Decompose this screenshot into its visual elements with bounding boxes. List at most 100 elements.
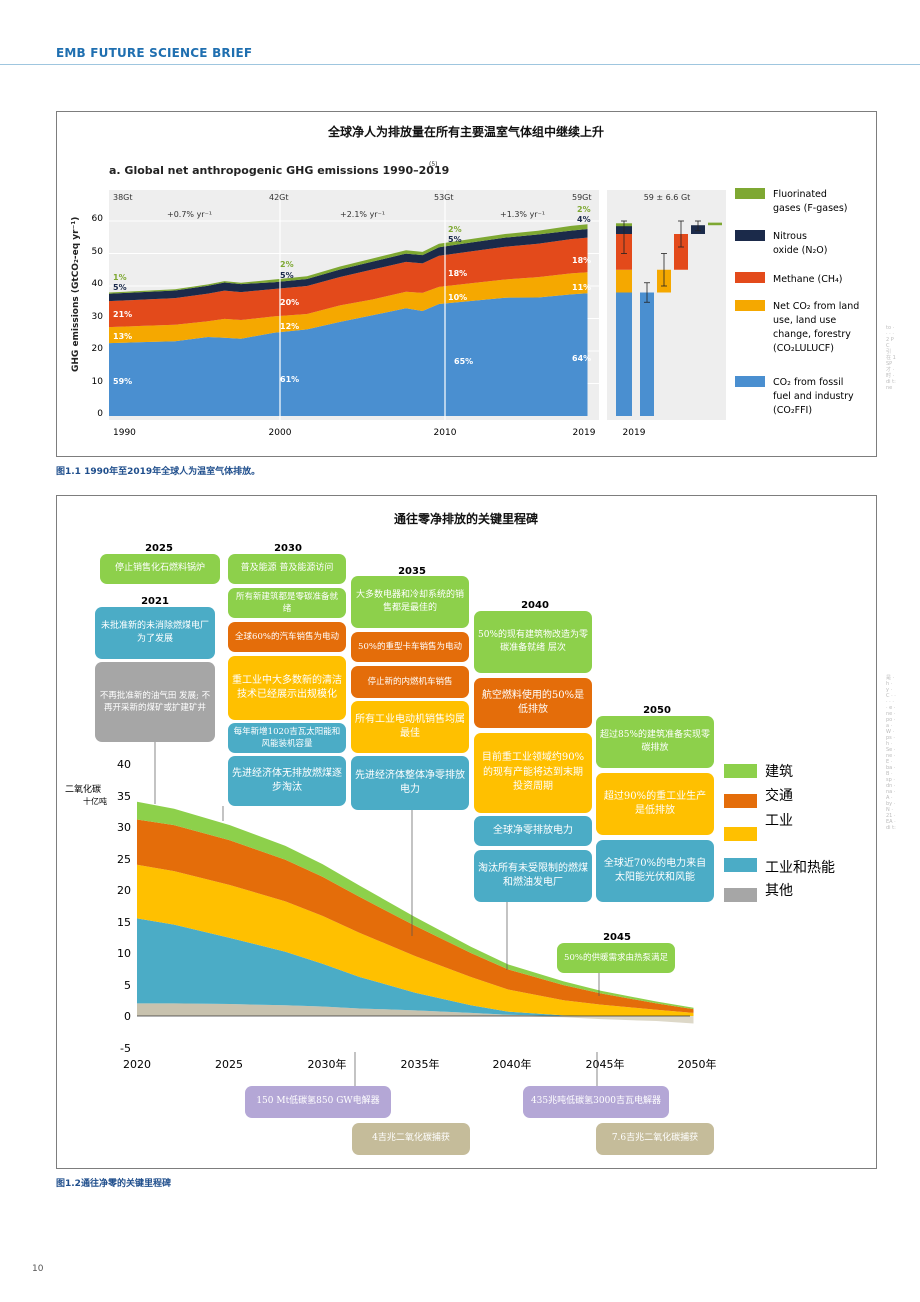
milestone-box-bg — [228, 622, 346, 652]
milestone-box: 普及能源 普及能源访问 — [241, 563, 334, 573]
total-2010: 53Gt — [434, 193, 454, 202]
x-tick-1990: 1990 — [113, 428, 136, 438]
milestone-text: 全球60%的汽车销售为电动 — [235, 631, 339, 642]
figure-1-subtitle-sup: (5) — [429, 161, 438, 168]
figure-2-title: 通往零净排放的关键里程碑 — [394, 511, 538, 526]
milestone-box-bg — [228, 723, 346, 753]
x-tick: 2035年 — [401, 1057, 440, 1071]
milestone-text: 停止销售化石燃料锅炉 — [114, 563, 205, 574]
area-ffi — [109, 293, 588, 416]
milestone-text: 大多数电器和冷却系统的销售都是最佳的 — [355, 589, 464, 613]
milestone-text: 未批准新的未消除燃煤电厂 为了发展 — [100, 620, 209, 644]
area-fg — [109, 224, 588, 294]
page-number: 10 — [32, 1264, 44, 1274]
y-label-line2: 十亿吨 — [83, 796, 107, 806]
milestone-box: 50%的重型卡车销售为电动 — [358, 641, 462, 652]
area-buildings — [137, 801, 694, 1010]
milestone-box: 全球净零排放电力 — [493, 824, 573, 836]
brand-header: EMB FUTURE SCIENCE BRIEF — [56, 46, 253, 60]
figure-1-title: 全球净人为排放量在所有主要温室气体组中继续上升 — [327, 124, 604, 139]
figure-1-legend: Fluorinated gases (F-gases) Nitrous oxide … — [735, 188, 859, 416]
total-1990: 38Gt — [113, 193, 133, 202]
milestone-box: 重工业中大多数新的清洁技术已经展示出规模化 — [232, 674, 342, 701]
milestone-text: 50%的重型卡车销售为电动 — [358, 641, 462, 652]
milestone-text: 全球净零排放电力 — [493, 824, 573, 836]
inset-total: 59 ± 6.6 Gt — [644, 193, 691, 202]
milestone-box: 全球近70%的电力来自太阳能光伏和风能 — [604, 858, 706, 884]
pct-label: 18% — [572, 256, 591, 265]
year-label: 2021 — [141, 596, 169, 607]
x-tick-2000: 2000 — [269, 428, 292, 438]
year-label: 2050 — [643, 705, 671, 716]
stacked-areas — [109, 224, 588, 416]
milestone-box: 目前重工业领域约90%的现有产能将达到末期 投资周期 — [482, 752, 584, 792]
inset-bar-ch4 — [674, 234, 688, 270]
milestone-box-bg — [351, 701, 469, 753]
area-n2o — [109, 229, 588, 302]
milestone-text: 超过85%的建筑准备实现零碳排放 — [600, 729, 710, 753]
inset-bar-ffi — [640, 292, 654, 416]
legend-label: Net CO₂ from land use, land use change, fo… — [773, 301, 859, 354]
milestone-box-bg — [245, 1086, 391, 1118]
milestone-text: 重工业中大多数新的清洁技术已经展示出规模化 — [232, 674, 342, 701]
legend-swatch-power-heat — [724, 858, 757, 872]
milestone-box: 150 Mt低碳氢850 GW电解器 — [256, 1096, 380, 1107]
area-ch4 — [109, 237, 588, 328]
milestone-box: 超过85%的建筑准备实现零碳排放 — [600, 729, 710, 753]
milestone-box-bg — [351, 632, 469, 662]
legend-label: Fluorinated gases (F-gases) — [773, 189, 848, 214]
milestone-text: 435兆吨低碳氢3000吉瓦电解器 — [530, 1096, 662, 1107]
milestone-box-bg — [351, 666, 469, 698]
milestone-text: 150 Mt低碳氢850 GW电解器 — [256, 1096, 380, 1107]
milestone-box: 每年新增1020吉瓦太阳能和风能装机容量 — [233, 726, 341, 749]
milestone-box-bg — [596, 1123, 714, 1155]
milestone-box-bg — [474, 816, 592, 846]
legend-label: 其他 — [765, 883, 793, 899]
inset-x-tick: 2019 — [623, 428, 646, 438]
milestone-box: 不再批准新的油气田 发展; 不再开采新的煤矿或扩建矿井 — [100, 691, 210, 713]
milestone-box-bg — [557, 943, 675, 973]
milestone-box-bg — [228, 756, 346, 806]
area-other — [137, 1003, 694, 1016]
y-tick: 15 — [117, 916, 131, 929]
pct-label: 5% — [448, 235, 462, 244]
milestone-text: 先进经济体整体净零排放电力 — [355, 769, 465, 796]
milestone-text: 每年新增1020吉瓦太阳能和风能装机容量 — [233, 726, 341, 749]
pct-label: 2% — [577, 205, 591, 214]
milestone-box: 全球60%的汽车销售为电动 — [235, 631, 339, 642]
pct-label: 64% — [572, 354, 591, 363]
y-tick: 10 — [117, 947, 131, 960]
milestone-box: 7.6吉兆二氧化碳捕获 — [612, 1133, 698, 1143]
y-tick: 30 — [92, 312, 104, 322]
pct-label: 12% — [280, 322, 299, 331]
milestone-box: 所有工业电动机销售均属最佳 — [355, 714, 465, 740]
figure-1-chart: 全球净人为排放量在所有主要温室气体组中继续上升 a. Global net an… — [71, 124, 859, 438]
y-tick: 35 — [117, 790, 131, 803]
milestone-box: 超过90%的重工业生产是低排放 — [604, 791, 706, 817]
milestone-box-bg — [474, 733, 592, 813]
milestone-box: 435兆吨低碳氢3000吉瓦电解器 — [530, 1096, 662, 1107]
x-tick: 2025 — [215, 1058, 243, 1071]
milestone-box: 未批准新的未消除燃煤电厂 为了发展 — [100, 620, 209, 644]
pct-label: 18% — [448, 269, 467, 278]
milestone-box: 停止新的内燃机车销售 — [367, 677, 452, 687]
area-lu — [109, 272, 588, 344]
milestone-box-bg — [523, 1086, 669, 1118]
pct-label: 4% — [577, 215, 591, 224]
growth-rate-3: +1.3% yr⁻¹ — [500, 210, 545, 219]
figure-2: 通往零净排放的关键里程碑 40 35 30 25 20 15 10 5 0 -5… — [56, 495, 877, 1169]
x-tick-2019: 2019 — [573, 428, 596, 438]
area-industry — [137, 864, 694, 1016]
milestone-box-bg — [474, 611, 592, 673]
milestone-box-bg — [351, 576, 469, 628]
y-label-line1: 二氧化碳 — [65, 783, 101, 795]
x-tick: 2050年 — [678, 1057, 717, 1071]
legend-label: 建筑 — [765, 764, 793, 780]
legend-label: 交通 — [765, 787, 793, 804]
figure-2-legend: 建筑 交通 工业 工业和热能 其他 — [724, 764, 835, 902]
x-tick-2010: 2010 — [434, 428, 457, 438]
y-tick: 60 — [92, 214, 104, 224]
milestone-box-bg — [352, 1123, 470, 1155]
y-tick: 10 — [92, 377, 104, 387]
